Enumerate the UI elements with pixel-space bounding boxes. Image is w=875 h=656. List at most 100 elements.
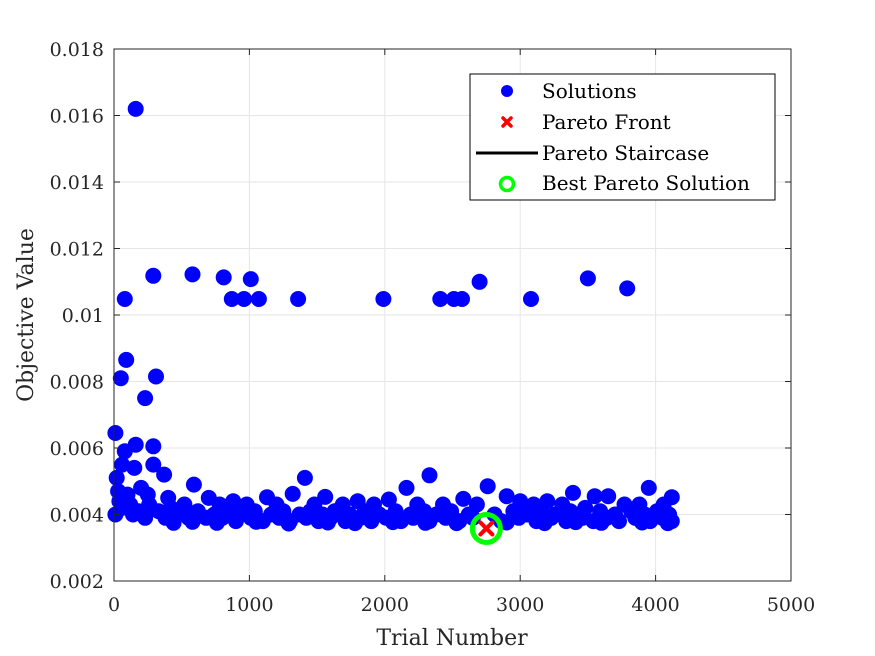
x-tick-label: 0 (108, 594, 120, 616)
x-tick-label: 1000 (225, 594, 273, 616)
x-tick-label: 5000 (767, 594, 815, 616)
x-tick-label: 2000 (361, 594, 409, 616)
solution-point (432, 291, 449, 307)
solution-point (634, 514, 651, 531)
legend-pareto-staircase-label: Pareto Staircase (542, 141, 709, 165)
solution-point (384, 514, 401, 531)
solution-point (298, 509, 315, 526)
solution-point (184, 266, 201, 283)
solution-point (165, 514, 182, 531)
solution-point (223, 291, 240, 307)
solution-point (347, 515, 363, 532)
solution-point (319, 514, 336, 531)
solution-point (380, 491, 397, 508)
solution-point (567, 514, 584, 531)
solution-point (125, 506, 141, 523)
solution-point (242, 271, 259, 288)
solution-point (114, 456, 131, 473)
solution-point (640, 479, 657, 496)
legend-box (469, 73, 776, 201)
solution-point (145, 438, 162, 455)
y-tick-label: 0.004 (50, 505, 104, 527)
solution-point (290, 291, 307, 307)
solution-point (185, 476, 202, 493)
solution-point (536, 515, 553, 532)
solution-point (417, 514, 434, 531)
legend-best-solution-marker-icon (498, 175, 516, 193)
y-tick-label: 0.006 (50, 438, 104, 460)
solution-point (448, 515, 465, 532)
solution-point (471, 273, 488, 290)
y-axis-label: Objective Value (14, 228, 39, 402)
legend-solutions-marker-icon (501, 85, 513, 97)
legend-pareto-front-label: Pareto Front (542, 110, 671, 134)
y-tick-labels: 0.002 0.004 0.006 0.008 0.01 0.012 0.014 0.016 0… (50, 39, 104, 593)
solution-point (523, 291, 539, 307)
solution-point (215, 269, 232, 286)
solution-point (250, 291, 267, 307)
solution-point (116, 443, 133, 460)
solution-point (227, 513, 244, 530)
solution-point (375, 291, 392, 307)
solution-point (619, 280, 636, 297)
solution-point (112, 370, 129, 387)
solution-point (156, 466, 173, 483)
solution-point (479, 478, 496, 495)
legend-pareto-front-marker-icon (501, 116, 513, 128)
solution-point (137, 390, 154, 407)
solution-point (126, 459, 143, 476)
solution-point (236, 291, 252, 307)
best-pareto-point (469, 511, 503, 545)
x-tick-labels: 0 1000 2000 3000 4000 5000 (108, 594, 815, 616)
solutions-points (107, 100, 680, 532)
solution-point (107, 425, 124, 441)
axis-ticks (113, 48, 792, 582)
pareto-front-marker (478, 520, 495, 537)
solution-point (118, 351, 135, 368)
solution-point (586, 488, 603, 505)
x-axis-label: Trial Number (376, 626, 528, 651)
solution-point (184, 513, 201, 530)
y-tick-label: 0.008 (50, 372, 104, 394)
x-tick-label: 3000 (496, 594, 544, 616)
y-tick-label: 0.012 (50, 239, 104, 261)
solution-point (398, 479, 415, 496)
solution-point (421, 467, 438, 484)
solution-point (510, 509, 527, 526)
y-tick-label: 0.018 (50, 39, 104, 61)
solution-point (600, 488, 617, 505)
solution-point (296, 469, 313, 486)
solution-point (127, 100, 144, 117)
x-tick-label: 4000 (631, 594, 679, 616)
y-tick-label: 0.014 (50, 172, 104, 194)
best-pareto-solution-marker (469, 511, 503, 545)
solution-point (137, 509, 154, 526)
solution-point (280, 515, 297, 532)
y-tick-label: 0.016 (50, 106, 104, 128)
solution-point (116, 291, 133, 307)
solution-point (579, 270, 596, 287)
y-tick-label: 0.002 (50, 571, 104, 593)
solution-point (405, 509, 422, 526)
legend-solutions-label: Solutions (542, 79, 637, 103)
solution-point (363, 513, 380, 530)
legend: Solutions Pareto Front Pareto Staircase … (469, 73, 776, 201)
solution-point (248, 513, 265, 530)
solution-point (565, 484, 581, 501)
solution-point (611, 513, 627, 530)
solution-point (659, 515, 676, 532)
solution-point (145, 456, 162, 473)
solution-point (208, 514, 225, 531)
solution-point (145, 267, 162, 284)
solution-point (593, 514, 610, 531)
pareto-front-point (478, 520, 495, 537)
solution-point (148, 368, 164, 385)
legend-best-solution-label: Best Pareto Solution (542, 171, 750, 195)
solution-point (454, 291, 470, 307)
y-tick-label: 0.01 (62, 305, 104, 327)
solution-point (455, 490, 472, 507)
solution-point (284, 485, 301, 502)
solution-point (108, 469, 125, 486)
solution-point (498, 488, 515, 505)
